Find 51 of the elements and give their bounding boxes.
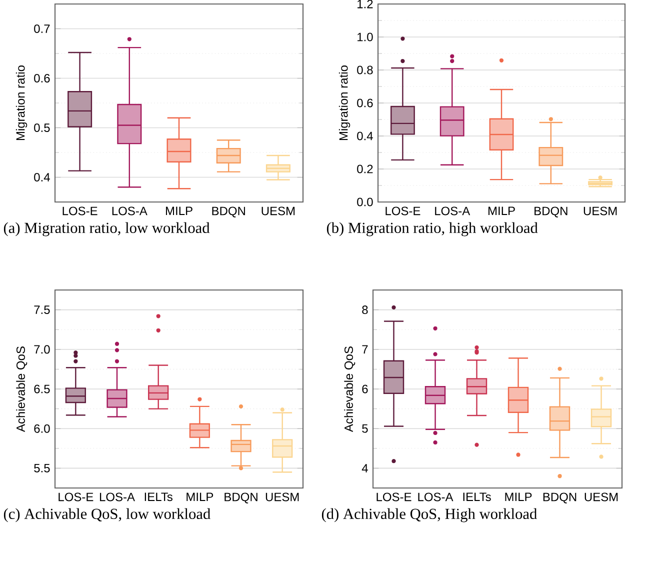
y-axis-title: Migration ratio [338, 66, 350, 140]
y-tick-label: 0.4 [34, 172, 50, 182]
x-tick-label: LOS-A [100, 492, 135, 502]
y-tick-label: 6 [362, 384, 368, 394]
x-tick-label: LOS-E [386, 206, 420, 216]
y-tick-label: 0.2 [357, 164, 373, 174]
y-tick-label: 1.0 [358, 32, 373, 42]
y-tick-label: 6.5 [34, 384, 50, 394]
x-tick-label: MILP [186, 492, 214, 501]
text: (a) Migration ratio, low workload [4, 222, 210, 236]
x-tick-label: MILP [166, 206, 192, 215]
y-tick-label: 7.5 [34, 306, 50, 314]
y-tick-label: 7 [362, 345, 368, 354]
text: (c) Achivable QoS, low workload [4, 508, 210, 522]
x-tick-label: LOS-A [418, 492, 454, 502]
y-tick-label: 0.5 [34, 123, 50, 132]
x-tick-label: LOS-E [376, 492, 412, 502]
y-tick-label: 4 [362, 464, 368, 472]
y-tick-label: 7.0 [34, 345, 50, 354]
x-tick-label: UESM [262, 206, 295, 216]
x-tick-label: LOS-E [62, 206, 98, 216]
x-tick-label: UESM [584, 206, 617, 216]
x-tick-label: LOS-A [435, 206, 470, 216]
x-tick-label: BDQN [212, 206, 245, 218]
x-tick-label: LOS-E [58, 492, 94, 502]
y-tick-label: 5.5 [34, 464, 50, 472]
x-tick-label: BDQN [224, 492, 258, 504]
text: (b) Migration ratio, high workload [326, 222, 538, 236]
y-tick-label: 0.4 [357, 132, 373, 140]
x-tick-label: UESM [266, 492, 299, 502]
y-tick-label: 0.7 [34, 24, 50, 34]
x-tick-label: MILP [488, 206, 515, 215]
x-tick-label: BDQN [543, 492, 576, 504]
y-tick-label: 1.2 [358, 0, 373, 8]
y-axis-title: Achievable QoS [16, 346, 28, 432]
y-tick-label: 8 [362, 306, 368, 314]
y-tick-label: 0.6 [357, 98, 373, 108]
x-tick-label: LOS-A [112, 206, 148, 216]
x-tick-label: IELTs [463, 492, 491, 502]
x-tick-label: MILP [505, 492, 532, 501]
y-axis-title: Achievable QoS [344, 346, 356, 432]
x-tick-label: BDQN [534, 206, 568, 218]
x-tick-label: IELTs [144, 492, 172, 502]
y-tick-label: 0.8 [357, 66, 373, 74]
y-tick-label: 0.0 [357, 198, 373, 206]
y-tick-label: 6.0 [34, 424, 50, 433]
y-tick-label: 5 [362, 424, 368, 433]
y-tick-label: 0.6 [34, 74, 50, 83]
x-tick-label: UESM [584, 492, 618, 502]
text: (d) Achivable QoS, High workload [322, 508, 537, 522]
y-axis-title: Migration ratio [16, 66, 28, 140]
